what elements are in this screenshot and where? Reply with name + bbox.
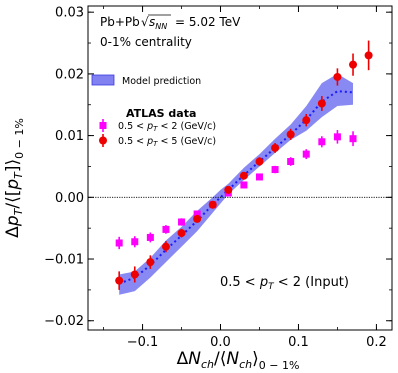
legend-data-header: ATLAS data bbox=[126, 107, 196, 120]
series-1-point bbox=[287, 158, 295, 166]
legend-marker-red-circle bbox=[99, 136, 107, 145]
series-1-point bbox=[146, 233, 154, 241]
series-2-point bbox=[115, 276, 124, 285]
x-tick-label: 0.2 bbox=[366, 335, 387, 350]
series-2-point bbox=[161, 242, 170, 251]
series-1-point bbox=[115, 239, 123, 247]
series-2-point bbox=[193, 214, 202, 223]
y-tick-label: 0.02 bbox=[55, 67, 84, 82]
x-tick-label: 0.0 bbox=[210, 335, 231, 350]
series-1-point bbox=[255, 173, 263, 181]
axes-layer: −0.1 0.0 0.1 0.2 −0.02 −0.01 0.00 0.01 0.02 0.03 bbox=[44, 5, 393, 350]
series-1-point bbox=[178, 218, 186, 226]
legend-series-1-label: 0.5 < pT < 2 (GeV/c) bbox=[118, 121, 216, 133]
annotation-energy: = 5.02 TeV bbox=[175, 15, 241, 29]
series-1-point bbox=[193, 210, 201, 218]
series-2-point bbox=[286, 130, 295, 139]
x-tick-label: 0.1 bbox=[288, 335, 309, 350]
series-2-point bbox=[364, 51, 373, 60]
series-1-point bbox=[302, 150, 310, 158]
x-tick-label: −0.1 bbox=[127, 335, 159, 350]
y-tick-label: −0.02 bbox=[44, 314, 84, 329]
series-2-point bbox=[146, 258, 155, 267]
series-2 bbox=[115, 40, 373, 290]
series-2-point bbox=[224, 185, 233, 194]
series-2-point bbox=[255, 157, 264, 166]
input-range-annotation: 0.5 < pT < 2 (Input) bbox=[220, 275, 349, 292]
series-2-point bbox=[271, 143, 280, 152]
annotation-system: Pb+Pb bbox=[100, 15, 140, 29]
model-prediction-band bbox=[119, 73, 353, 295]
series-2-point bbox=[177, 229, 186, 238]
series-layer bbox=[115, 40, 373, 290]
legend-marker-magenta-square bbox=[99, 122, 107, 129]
series-1-point bbox=[271, 166, 279, 174]
series-2-point bbox=[208, 200, 217, 209]
y-tick-label: −0.01 bbox=[44, 253, 84, 268]
annotation-sqrt-symbol: √ bbox=[141, 15, 149, 29]
series-1-point bbox=[318, 138, 326, 146]
series-2-point bbox=[130, 270, 139, 279]
annotation-block: Pb+Pb √ sNN = 5.02 TeV 0-1% centrality bbox=[100, 14, 241, 49]
legend: Model prediction ATLAS data 0.5 < pT < 2… bbox=[91, 74, 216, 148]
series-2-point bbox=[302, 116, 311, 125]
plot-frame bbox=[87, 5, 393, 331]
series-2-point bbox=[317, 99, 326, 108]
legend-series-2-label: 0.5 < pT < 5 (GeV/c) bbox=[118, 136, 216, 148]
legend-model-swatch bbox=[91, 74, 115, 86]
series-2-point bbox=[239, 171, 248, 180]
y-tick-label: 0.00 bbox=[55, 191, 84, 206]
y-tick-label: 0.01 bbox=[55, 129, 84, 144]
series-1-point bbox=[240, 181, 248, 189]
y-tick-label: 0.03 bbox=[55, 6, 84, 21]
series-1-point bbox=[333, 133, 341, 141]
annotation-centrality: 0-1% centrality bbox=[100, 35, 192, 49]
series-1-point bbox=[131, 238, 139, 246]
series-2-point bbox=[349, 60, 358, 69]
series-1-point bbox=[162, 225, 170, 233]
legend-model-label: Model prediction bbox=[122, 76, 201, 87]
series-2-point bbox=[333, 72, 342, 81]
series-1-point bbox=[349, 135, 357, 143]
